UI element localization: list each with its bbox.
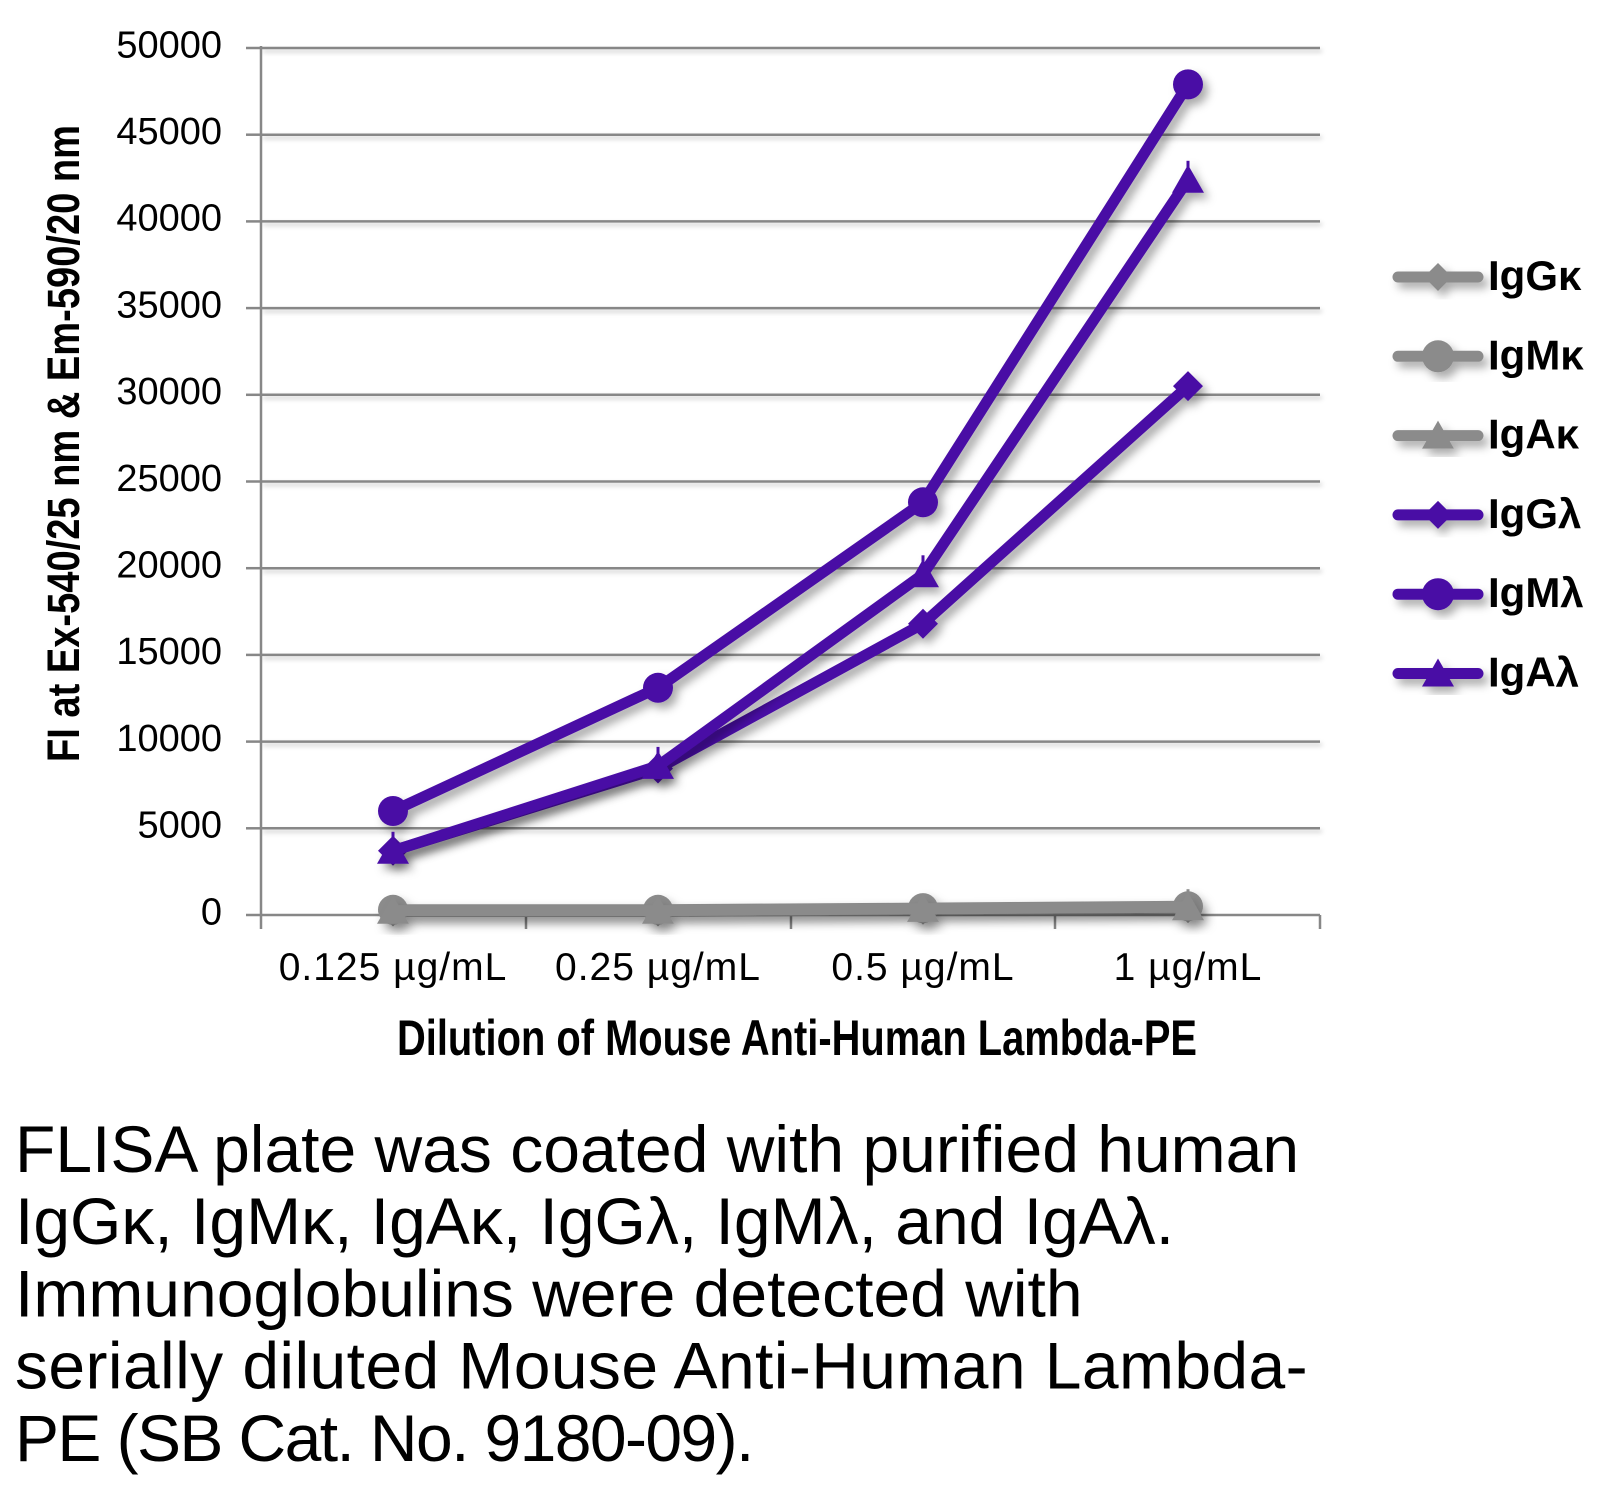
svg-text:1 µg/mL: 1 µg/mL: [1114, 946, 1263, 989]
svg-text:15000: 15000: [116, 631, 222, 673]
svg-text:0: 0: [201, 891, 222, 933]
svg-text:25000: 25000: [116, 458, 222, 500]
svg-text:0.5 µg/mL: 0.5 µg/mL: [831, 946, 1014, 989]
svg-text:FI at Ex-540/25 nm & Em-590/20: FI at Ex-540/25 nm & Em-590/20 nm: [38, 125, 89, 762]
svg-text:0.125 µg/mL: 0.125 µg/mL: [279, 946, 508, 989]
svg-text:IgAλ: IgAλ: [1488, 649, 1579, 696]
svg-text:0.25 µg/mL: 0.25 µg/mL: [555, 946, 761, 989]
svg-text:serially diluted Mouse Anti-Hu: serially diluted Mouse Anti-Human Lambda…: [15, 1329, 1308, 1403]
svg-text:IgGλ: IgGλ: [1488, 490, 1581, 537]
svg-text:IgMκ: IgMκ: [1488, 331, 1584, 378]
svg-text:Dilution of Mouse Anti-Human L: Dilution of Mouse Anti-Human Lambda-PE: [397, 1010, 1197, 1066]
svg-text:PE (SB Cat. No. 9180-09).: PE (SB Cat. No. 9180-09).: [15, 1401, 753, 1475]
svg-text:30000: 30000: [116, 371, 222, 413]
svg-text:50000: 50000: [116, 24, 222, 66]
svg-text:10000: 10000: [116, 718, 222, 760]
svg-text:IgMλ: IgMλ: [1488, 569, 1584, 616]
svg-text:IgGκ, IgMκ, IgAκ, IgGλ, IgMλ,: IgGκ, IgMκ, IgAκ, IgGλ, IgMλ, and IgAλ.: [15, 1184, 1174, 1258]
svg-text:FLISA plate was coated with pu: FLISA plate was coated with purified hum…: [15, 1112, 1299, 1186]
svg-text:IgAκ: IgAκ: [1488, 411, 1580, 458]
svg-text:5000: 5000: [137, 805, 222, 847]
svg-text:Immunoglobulins were detected: Immunoglobulins were detected with: [15, 1256, 1083, 1330]
svg-text:45000: 45000: [116, 111, 222, 153]
svg-text:40000: 40000: [116, 198, 222, 240]
svg-text:IgGκ: IgGκ: [1488, 252, 1582, 299]
svg-text:35000: 35000: [116, 284, 222, 326]
svg-text:20000: 20000: [116, 545, 222, 587]
